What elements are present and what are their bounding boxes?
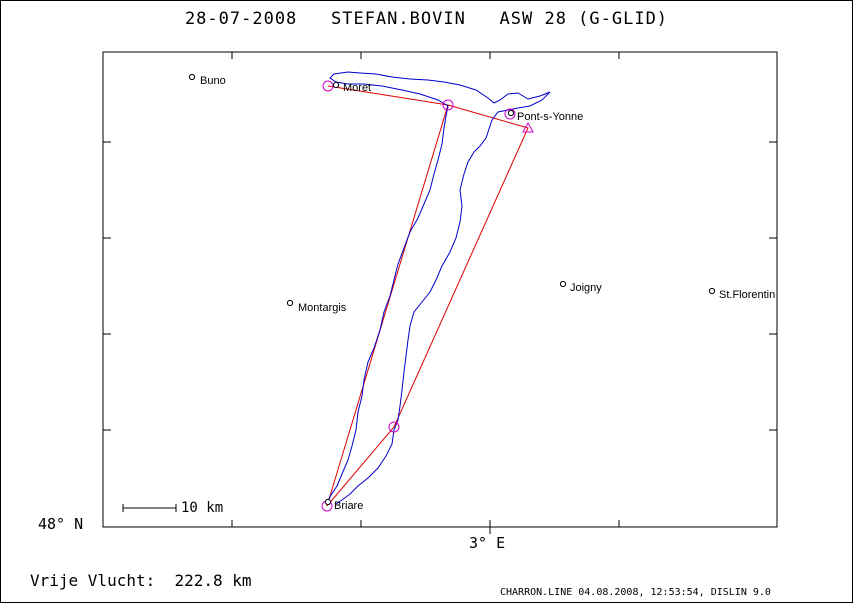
town-label-joigny: Joigny xyxy=(570,282,602,294)
turnpoint-markers xyxy=(321,80,534,512)
footer-credit: CHARRON.LINE 04.08.2008, 12:53:54, DISLI… xyxy=(500,587,771,598)
scale-bar-line xyxy=(122,504,177,512)
town-label-montargis: Montargis xyxy=(298,302,347,314)
flight-title: 28-07-2008 STEFAN.BOVIN ASW 28 (G-GLID) xyxy=(184,9,669,29)
flight-track xyxy=(326,71,551,505)
task-legs xyxy=(326,85,529,507)
map-frame xyxy=(102,51,778,528)
town-label-pont-s-yonne: Pont-s-Yonne xyxy=(517,111,584,123)
axis-ticks xyxy=(103,52,777,534)
town-label-st-florentin: St.Florentin xyxy=(719,289,776,301)
town-label-moret: Moret xyxy=(343,82,372,94)
town-markers xyxy=(188,73,716,506)
free-flight-distance: Vrije Vlucht: 222.8 km xyxy=(30,571,252,590)
town-label-briare: Briare xyxy=(334,500,364,512)
scale-bar-label: 10 km xyxy=(181,500,224,516)
town-label-buno: Buno xyxy=(200,75,226,87)
longitude-label: 3° E xyxy=(469,534,506,552)
latitude-label: 48° N xyxy=(38,515,84,533)
